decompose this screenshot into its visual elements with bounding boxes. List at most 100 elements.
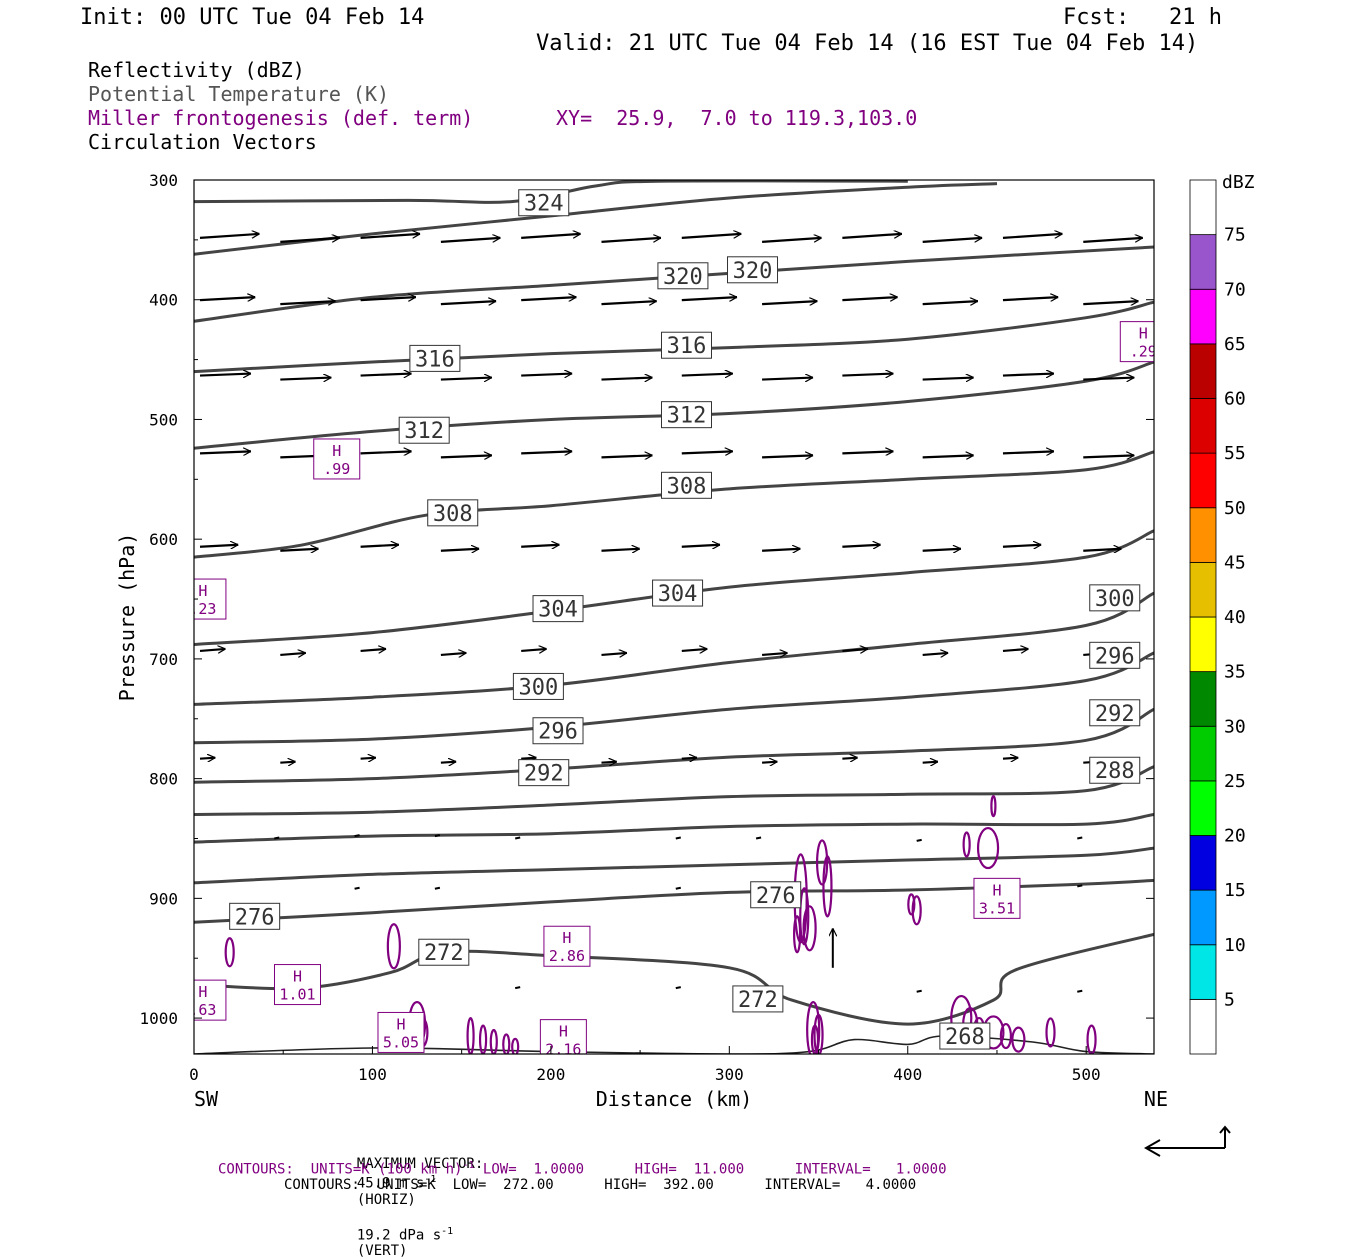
circulation-vector-small [354,886,360,890]
colorbar-tick-label: 25 [1224,771,1246,792]
y-tick-label: 900 [149,889,178,908]
fronto-contour [1045,1017,1056,1048]
colorbar-segment [1189,561,1217,618]
circulation-vector [681,234,742,239]
y-tick-label: 800 [149,770,178,789]
circulation-vector [440,549,479,551]
y-tick-label: 400 [149,291,178,310]
isentrope-label-text: 308 [667,474,707,499]
circulation-vector [1002,545,1041,547]
x-tick-label: 300 [715,1065,744,1084]
x-tick-label: 100 [358,1065,387,1084]
circulation-vector [360,234,421,239]
circulation-vector [1083,455,1134,457]
fronto-max-h: H [293,968,302,986]
colorbar-tick-label: 20 [1224,826,1246,847]
colorbar-segment [1189,343,1217,399]
circulation-vector-small [514,836,521,840]
isentrope-label-text: 292 [1095,702,1135,727]
circulation-vector [601,653,627,655]
circulation-vector [601,378,652,380]
isentrope-label-text: 316 [415,347,455,372]
circulation-vector [842,758,857,759]
circulation-vector [601,762,616,763]
isentrope-label-box [532,595,584,623]
isentrope-label-box [512,672,564,700]
circulation-vector [681,545,720,547]
fronto-max-h: H [198,983,207,1001]
isentrope-label-text: 276 [235,905,275,930]
fronto-max-box [194,578,227,620]
isentrope-308 [194,450,1154,559]
fronto-contour [990,795,997,818]
circulation-vector [922,549,961,551]
fronto-max-label: H1.01 [273,964,321,1006]
legend-reflectivity: Reflectivity (dBZ) [88,58,305,82]
isentrope-300 [194,591,1154,706]
circulation-vector [762,301,817,304]
circulation-vector [440,378,492,380]
fronto-max-label: H2.86 [543,925,591,967]
isentrope-label-text: 296 [1095,644,1135,669]
isentrope-label-box [398,416,450,444]
circulation-vector-small [1077,884,1083,888]
colorbar-segment [1189,780,1217,836]
circulation-vector [922,238,983,243]
max-vector-horiz: 45.9 m s [356,1175,425,1192]
isentrope-label-text: 320 [733,259,773,284]
isentrope-label-text: 288 [1095,759,1135,784]
isentrope-label-text: 316 [667,334,707,359]
fronto-max-value: .63 [189,1001,216,1019]
circulation-vector [842,297,897,300]
isentrope-label: 272 [418,938,470,966]
circulation-vector [922,301,978,304]
circulation-vector [199,234,260,239]
colorbar-tick-label: 35 [1224,662,1246,683]
circulation-vector [360,758,376,759]
circulation-vector [681,451,733,453]
init-time: Init: 00 UTC Tue 04 Feb 14 [80,5,425,30]
isentrope-label-text: 304 [538,598,578,623]
circulation-vector-small [916,838,922,842]
isentrope-320 [194,182,998,256]
circulation-vector [521,297,576,300]
colorbar-segment [1189,452,1217,509]
fronto-max-box [973,877,1021,919]
circulation-vector-small [755,836,762,840]
colorbar-tick-label: 45 [1224,552,1246,573]
fronto-contour [489,1028,498,1054]
isentrope-label-text: 312 [404,419,444,444]
isentrope-label-text: 268 [945,1025,985,1050]
isentrope-label-text: 296 [538,720,578,745]
colorbar-segment [1189,288,1217,345]
circulation-vector [199,649,226,651]
colorbar-segment [1189,398,1217,454]
circulation-vector [280,238,340,243]
circulation-vector [360,374,412,376]
circulation-vector [842,234,902,239]
circulation-vector [1002,374,1054,376]
colorbar-tick-label: 75 [1224,225,1246,246]
isentrope-label: 304 [532,595,584,623]
circulation-vector [1083,238,1143,243]
isentrope-label-box [732,985,784,1013]
forecast-hour: Fcst: 21 h [1063,5,1222,30]
y-axis-title: Pressure (hPa) [115,533,139,702]
isentrope-label: 300 [512,672,564,700]
isentrope-label: 324 [518,189,570,217]
circulation-vector [521,649,547,651]
circulation-vector [681,374,733,376]
exp-horiz: -1 [424,1174,437,1185]
footer-fronto-contours: CONTOURS: UNITS=K (100 km h)-1 LOW= 1.00… [218,1158,947,1178]
colorbar-tick-label: 5 [1224,989,1235,1010]
colorbar-segment [1189,671,1217,727]
fronto-max-h: H [396,1015,405,1033]
circulation-vector [601,238,661,243]
colorbar-segment [1189,616,1217,673]
isentrope-label-text: 272 [424,941,464,966]
circulation-vector [1002,649,1029,651]
isentrope-292 [194,707,1154,784]
circulation-vector [762,378,813,380]
circulation-vector [440,455,492,457]
circulation-vector [601,549,639,551]
